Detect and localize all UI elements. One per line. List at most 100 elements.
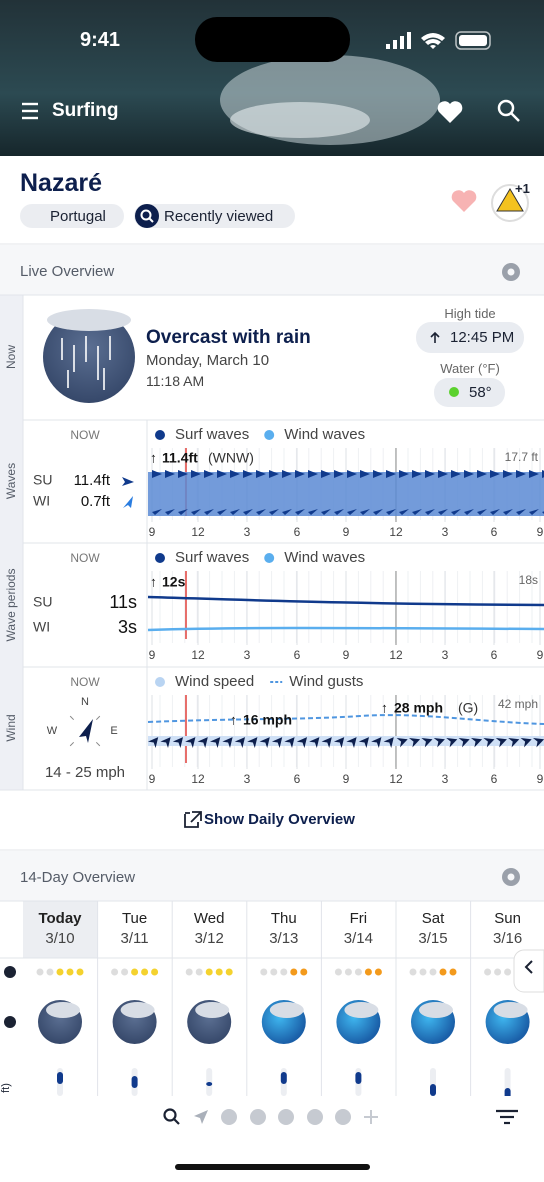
dir-arrow	[373, 470, 383, 478]
rating-dot	[449, 968, 457, 976]
dir-arrow	[477, 509, 487, 515]
country: Portugal	[50, 208, 106, 225]
max-label: 42 mph	[498, 697, 538, 711]
rating-dot	[121, 968, 129, 976]
day-bar	[131, 1076, 138, 1088]
external-icon[interactable]	[184, 811, 202, 828]
row-key: SU	[33, 472, 52, 488]
rating-dot	[195, 968, 203, 976]
dir-arrow	[152, 470, 162, 478]
x-tick-label: 12	[191, 648, 205, 662]
nav-location[interactable]	[194, 1110, 208, 1124]
day-bar	[280, 1072, 287, 1084]
legend-label: Wind gusts	[289, 673, 363, 690]
dir-arrow	[295, 470, 305, 478]
dir-arrow	[360, 509, 370, 515]
heart-outline[interactable]	[451, 190, 477, 212]
day-cloud	[493, 1002, 528, 1018]
wave-foam	[230, 102, 370, 138]
search-icon[interactable]	[497, 99, 520, 122]
side-strip	[0, 295, 23, 790]
nav-search[interactable]	[163, 1108, 180, 1125]
rating-dot	[300, 968, 308, 976]
wind-arrow	[234, 737, 246, 749]
rating-dot	[429, 968, 437, 976]
compass-tick	[95, 715, 101, 721]
row-value: 3s	[118, 617, 137, 637]
dir-arrow	[178, 470, 188, 478]
dir-arrow	[256, 470, 266, 478]
peak: 11.4ft	[162, 450, 198, 466]
side-label: Now	[4, 344, 18, 370]
wind-arrow	[296, 737, 308, 749]
date: Monday, March 10	[146, 352, 270, 369]
wind-arrow	[520, 738, 532, 748]
x-tick-label: 9	[149, 525, 156, 539]
x-tick-label: 9	[343, 648, 350, 662]
tide-time: 12:45 PM	[450, 329, 515, 346]
day-cloud	[46, 1002, 80, 1018]
wind-arrow	[508, 738, 520, 748]
x-tick-label: 3	[442, 525, 449, 539]
row-value: 11s	[109, 592, 137, 612]
section-title: 14-Day Overview	[20, 869, 136, 886]
settings-icon[interactable]	[502, 263, 520, 281]
country-chip[interactable]: Portugal	[20, 204, 124, 228]
x-tick-label: 9	[537, 648, 544, 662]
wind-arrow	[383, 737, 394, 749]
gust-line	[147, 714, 544, 725]
wind-range: 14 - 25 mph	[45, 764, 125, 781]
daily-button[interactable]: Show Daily Overview	[204, 811, 355, 828]
dir-arrow	[178, 509, 188, 515]
x-tick-label: 9	[343, 772, 350, 786]
dir-arrow	[165, 509, 175, 515]
nav-add[interactable]	[364, 1110, 378, 1124]
rating-dot	[374, 968, 382, 976]
dir-arrow	[373, 509, 383, 515]
day-name: Thu	[271, 910, 297, 927]
settings-icon[interactable]	[502, 868, 520, 886]
section-bar	[0, 245, 544, 295]
dir-arrow	[386, 509, 396, 515]
weather-icon	[43, 311, 135, 403]
dir-arrow	[334, 509, 344, 515]
home-indicator	[175, 1164, 370, 1170]
wind-arrow	[421, 738, 433, 748]
dir-arrow	[360, 470, 370, 478]
dir-arrow	[123, 496, 133, 508]
day-bar	[206, 1082, 213, 1086]
legend-label: Wind waves	[284, 426, 365, 443]
dir-arrow	[321, 509, 331, 515]
x-tick-label: 3	[442, 772, 449, 786]
dir-arrow	[503, 470, 513, 478]
rating-dot	[484, 968, 492, 976]
tide-pill	[416, 322, 524, 353]
rating-dot	[504, 968, 512, 976]
x-tick-label: 3	[244, 648, 251, 662]
day-date: 3/11	[121, 930, 149, 947]
wind-arrow	[532, 738, 544, 748]
menu-icon[interactable]	[22, 102, 38, 120]
x-tick-label: 9	[149, 772, 156, 786]
dir-arrow	[282, 470, 292, 478]
rating-dot	[225, 968, 233, 976]
now-label: NOW	[70, 551, 100, 565]
legend-dot	[264, 553, 275, 563]
legend-dot	[264, 430, 275, 440]
dir-arrow	[529, 509, 539, 515]
wind-period-line	[147, 626, 544, 632]
unit-label: ft)	[0, 1083, 12, 1093]
x-tick-label: 9	[537, 772, 544, 786]
peak-arrow: ↑	[150, 450, 157, 466]
rating-dot	[151, 968, 159, 976]
spot-name: Nazaré	[20, 169, 102, 197]
recent-chip[interactable]: Recently viewed	[134, 204, 295, 228]
favorite-icon[interactable]	[437, 101, 463, 123]
dir-arrow	[399, 509, 409, 515]
nav-filter[interactable]	[496, 1109, 518, 1125]
day-name: Wed	[194, 910, 225, 927]
rating-dot	[66, 968, 74, 976]
nav-pages[interactable]	[221, 1109, 351, 1125]
day-date: 3/10	[45, 930, 74, 947]
